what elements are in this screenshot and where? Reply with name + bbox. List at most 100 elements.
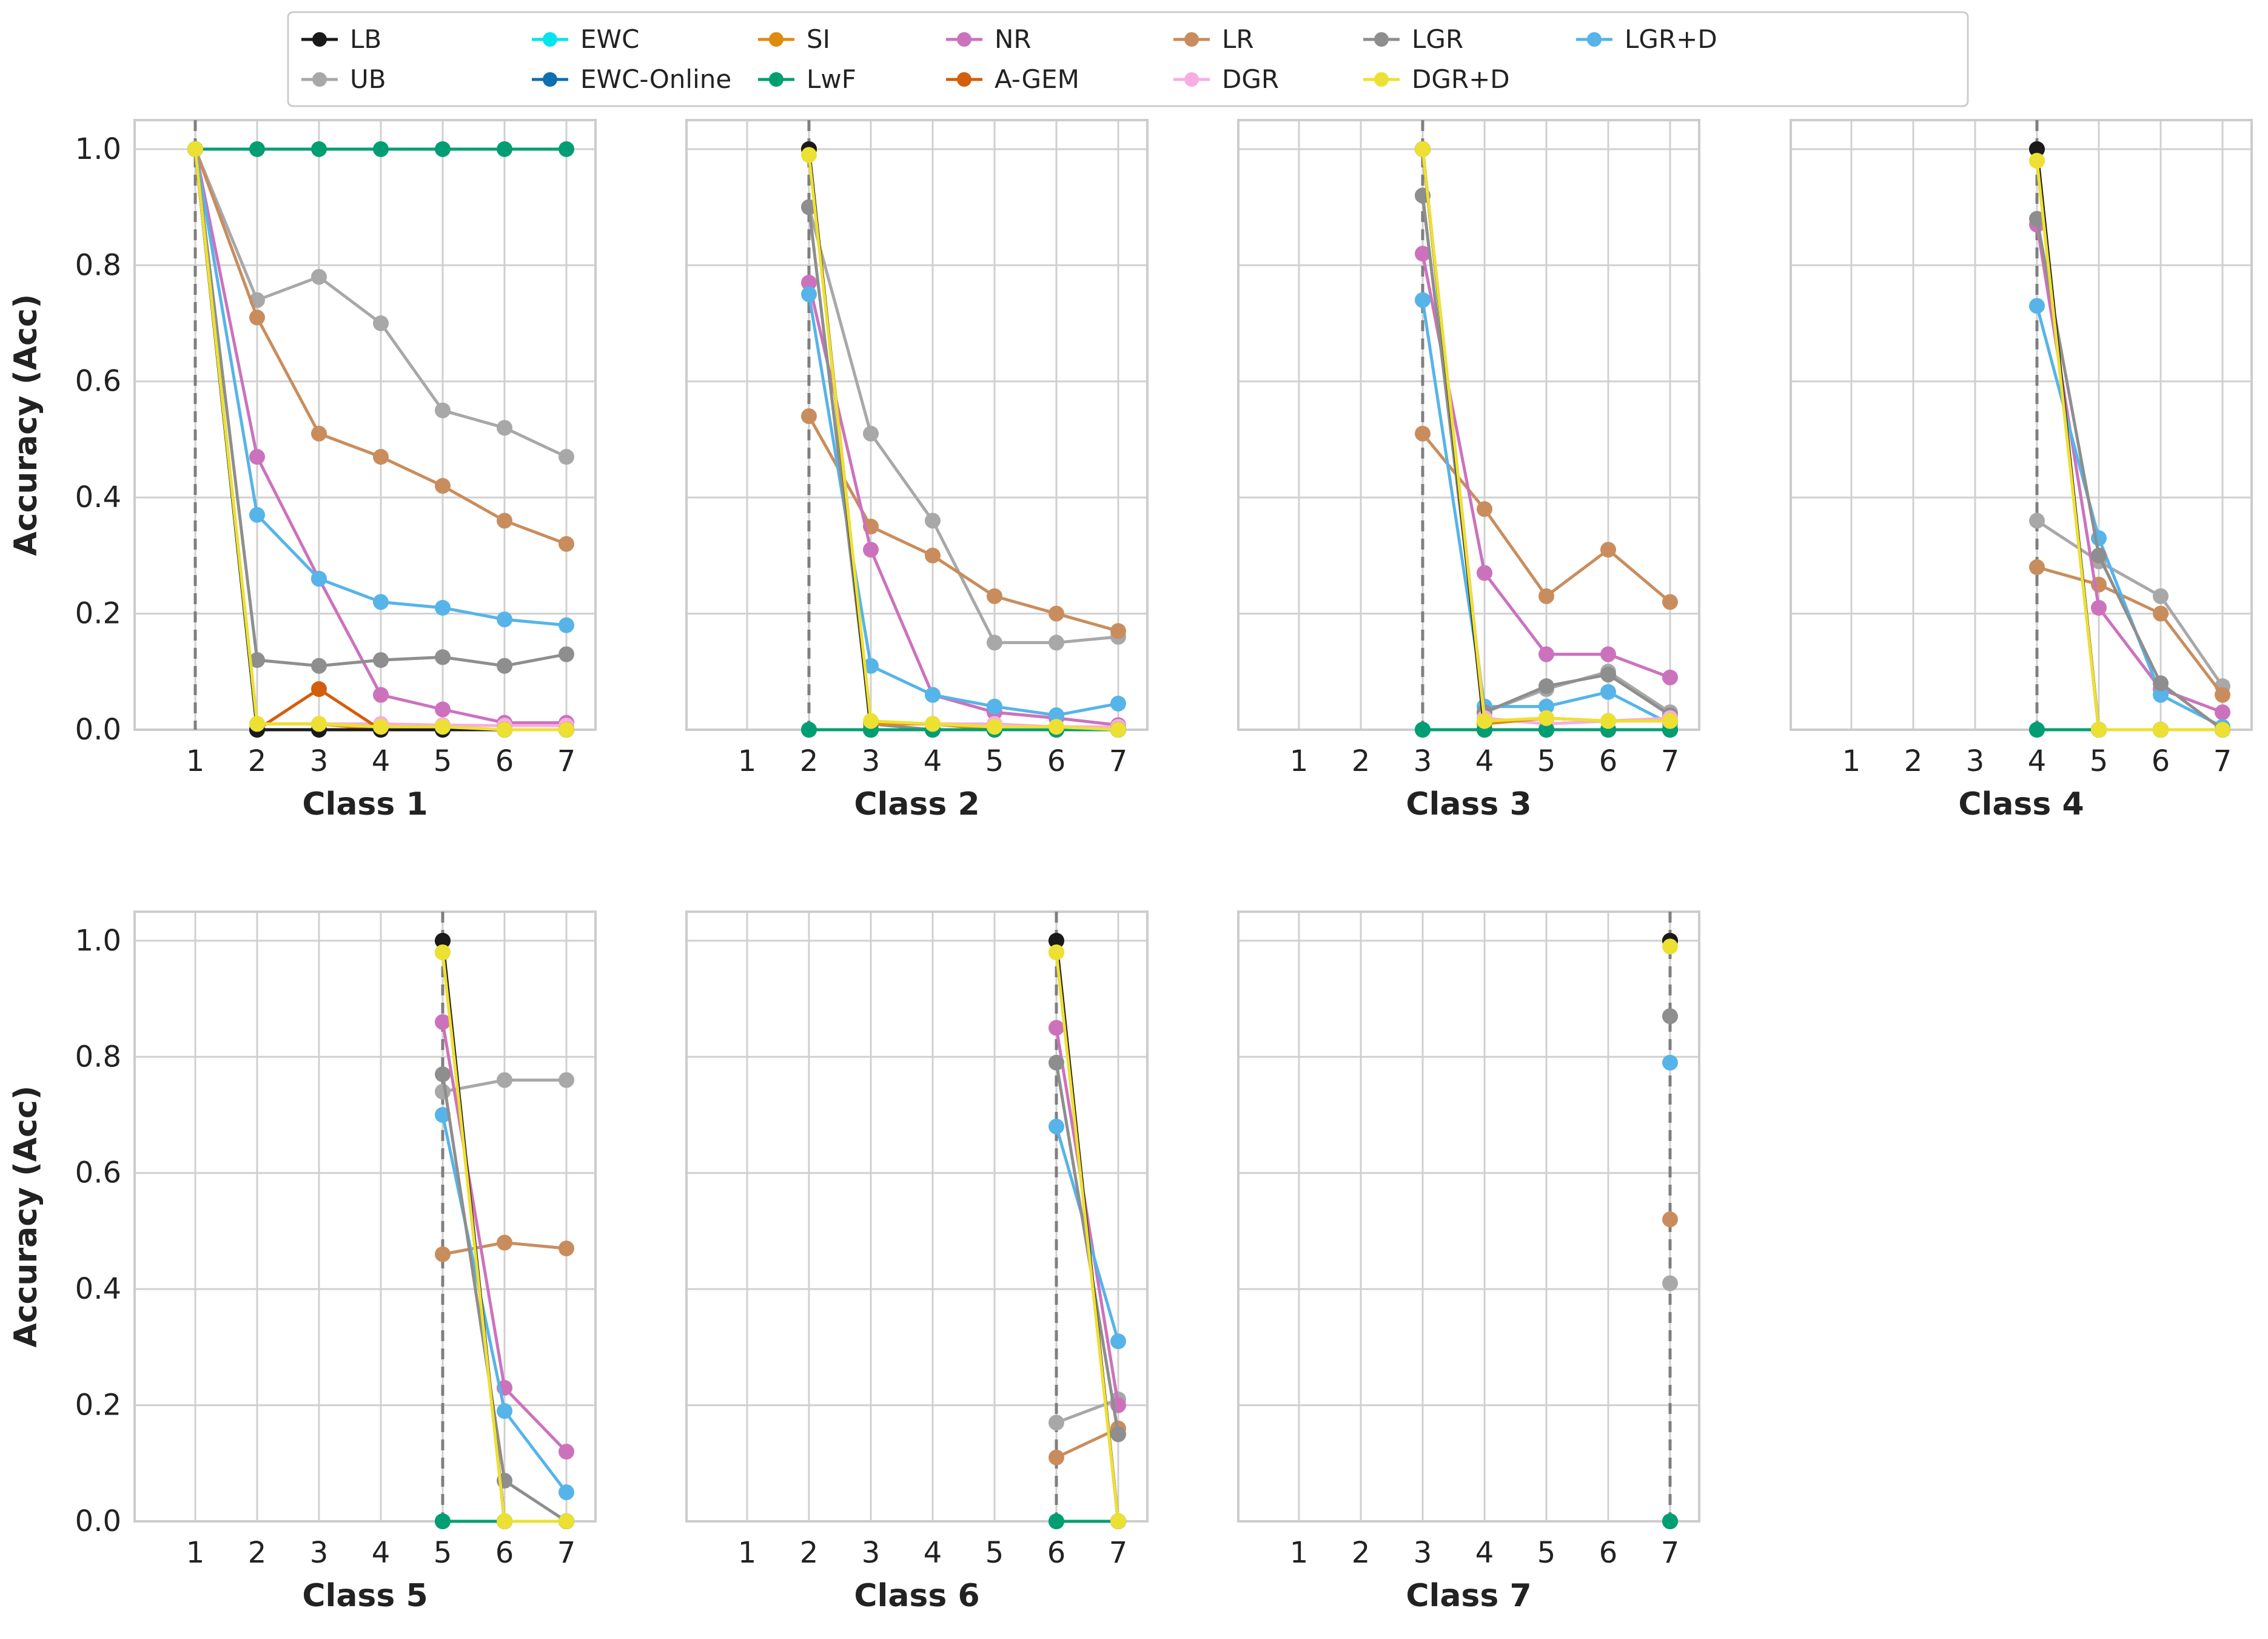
data-point <box>373 449 389 465</box>
y-tick-label: 0.4 <box>75 480 121 514</box>
x-tick-label: 3 <box>862 744 881 778</box>
data-point <box>1048 944 1064 960</box>
x-tick-label: 4 <box>2028 744 2047 778</box>
data-point <box>1538 698 1554 715</box>
data-point <box>1538 646 1554 662</box>
x-tick-label: 7 <box>1661 744 1680 778</box>
series-dgr-d <box>1048 944 1126 1529</box>
x-tick-label: 3 <box>862 1536 881 1570</box>
data-point <box>435 1083 451 1100</box>
x-tick-label: 2 <box>248 1536 267 1570</box>
data-point <box>2153 722 2169 738</box>
legend-marker <box>1587 32 1602 47</box>
data-point <box>373 594 389 610</box>
data-point <box>2091 600 2107 616</box>
data-point <box>497 1234 512 1251</box>
data-point <box>559 1513 574 1529</box>
data-point <box>311 269 327 285</box>
x-axis-title: Class 3 <box>1406 786 1531 823</box>
x-tick-label: 4 <box>372 744 391 778</box>
series-line <box>807 282 1119 727</box>
x-tick-label: 1 <box>1290 1536 1309 1570</box>
data-point <box>1662 669 1678 685</box>
data-point <box>925 716 941 732</box>
legend: LB UB EWC EWC-Online SI LwF NR A-GEM LR DGR LGR DGR… <box>287 11 1969 107</box>
series-lr <box>435 1234 574 1262</box>
data-point <box>249 309 265 326</box>
data-point <box>1662 938 1678 955</box>
data-point <box>1662 713 1678 729</box>
legend-marker <box>543 32 557 47</box>
data-point <box>311 681 327 697</box>
legend-label: A-GEM <box>995 64 1079 94</box>
x-tick-label: 4 <box>372 1536 391 1570</box>
x-tick-label: 1 <box>186 1536 205 1570</box>
data-point <box>1110 1426 1126 1442</box>
data-point <box>1110 695 1126 712</box>
y-tick-label: 0.6 <box>75 365 121 399</box>
y-axis-title: Accuracy (Acc) <box>8 294 44 556</box>
data-point <box>373 652 389 668</box>
legend-entry: EWC-Online <box>532 64 731 94</box>
y-tick-label: 0.0 <box>75 713 121 747</box>
series-lgr-d <box>1662 1054 1678 1071</box>
legend-entry: LGR <box>1363 24 1463 54</box>
data-point <box>2029 298 2045 314</box>
data-point <box>801 722 817 738</box>
x-tick-label: 3 <box>310 1536 329 1570</box>
series-lr <box>2029 559 2230 703</box>
data-point <box>1048 634 1064 651</box>
series-lgr-d <box>801 286 1126 724</box>
legend-marker <box>1374 32 1389 47</box>
data-point <box>1110 1333 1126 1350</box>
data-point <box>373 687 389 703</box>
data-point <box>2215 704 2230 721</box>
x-axis-title: Class 7 <box>1406 1578 1531 1614</box>
data-point <box>435 478 451 494</box>
data-point <box>1600 713 1616 729</box>
legend-label: LR <box>1222 24 1254 54</box>
legend-label: LwF <box>807 64 856 94</box>
data-point <box>2029 559 2045 575</box>
data-point <box>435 1246 451 1262</box>
data-point <box>1477 565 1492 581</box>
series-line <box>807 206 1119 644</box>
x-tick-label: 2 <box>800 744 819 778</box>
legend-label: LGR <box>1412 24 1463 54</box>
data-point <box>1538 588 1554 604</box>
data-point <box>1662 1211 1678 1228</box>
series-line <box>2035 160 2223 732</box>
legend-entry: UB <box>301 64 386 94</box>
y-tick-label: 0.0 <box>75 1504 121 1538</box>
series-lr <box>1662 1211 1678 1228</box>
legend-label: DGR <box>1222 64 1279 94</box>
data-point <box>2029 153 2045 169</box>
data-point <box>559 449 574 465</box>
legend-marker <box>769 72 783 87</box>
x-tick-label: 1 <box>1842 744 1861 778</box>
panel-7: 1 2 3 4 5 6 7 Class 7 <box>1237 910 1700 1614</box>
data-point <box>801 147 817 163</box>
series-line <box>1055 1028 1120 1405</box>
data-point <box>435 1513 451 1529</box>
data-point <box>497 1403 512 1419</box>
data-point <box>1048 719 1064 735</box>
data-point <box>925 687 941 703</box>
legend-label: UB <box>350 64 386 94</box>
data-point <box>559 536 574 552</box>
data-point <box>249 449 265 465</box>
data-point <box>1048 605 1064 622</box>
legend-marker <box>312 32 327 47</box>
legend-marker <box>1374 72 1389 87</box>
data-point <box>2153 675 2169 692</box>
series-line <box>807 294 1119 717</box>
series-lgr <box>1662 1008 1678 1025</box>
legend-entry: EWC <box>532 24 639 54</box>
data-point <box>559 1072 574 1088</box>
x-tick-label: 7 <box>1109 1536 1128 1570</box>
legend-entry: SI <box>758 24 830 54</box>
x-tick-label: 3 <box>1966 744 1985 778</box>
data-point <box>1415 292 1431 308</box>
series-lwf <box>1662 1513 1678 1529</box>
panel-5: 0.0 0.2 0.4 0.6 0.8 1.0 1 2 3 4 5 6 7 Class 5 Accuracy… <box>8 910 597 1614</box>
